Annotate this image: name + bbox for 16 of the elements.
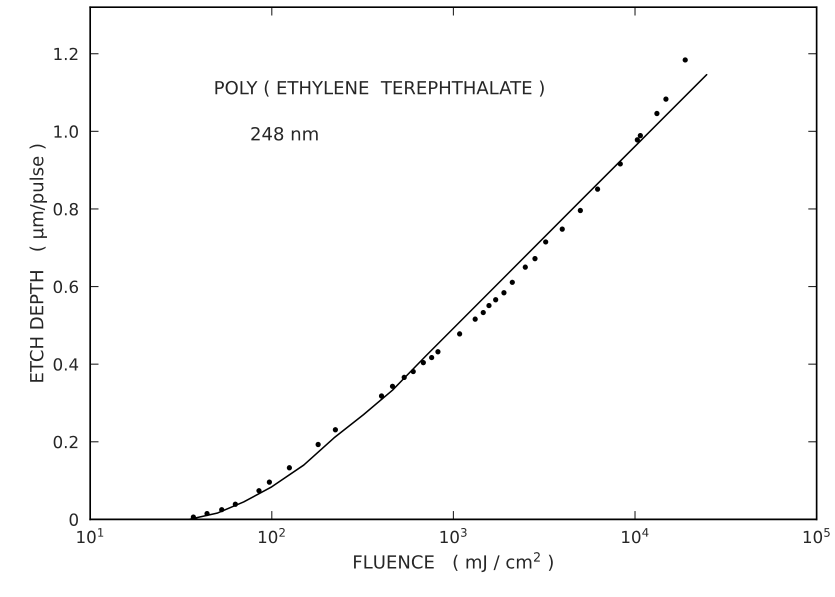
y-tick-label: 0.4 <box>54 358 78 371</box>
y-tick-label: 1.2 <box>54 48 78 60</box>
x-tick-label: 10$^{1}$ <box>77 528 104 544</box>
y-tick-label: 1.0 <box>54 125 78 138</box>
x-tick-label: 10$^{2}$ <box>258 528 285 544</box>
x-tick-label: 10$^{4}$ <box>622 528 648 544</box>
y-tick-label: 0 <box>70 513 78 526</box>
x-tick-label: 10$^{5}$ <box>804 528 830 544</box>
x-tick-label: 10$^{3}$ <box>440 528 467 544</box>
y-axis-title: ETCH DEPTH ( μm/pulse ) <box>30 144 48 382</box>
y-tick-label: 0.2 <box>54 436 78 448</box>
y-tick-label: 0.8 <box>54 202 78 216</box>
annotation: 248 nm <box>251 126 318 141</box>
x-axis-title: FLUENCE ( mJ / cm$^{2}$ ) <box>354 552 553 572</box>
y-tick-label: 0.6 <box>54 280 78 294</box>
annotation: POLY ( ETHYLENE TEREPHTHALATE ) <box>215 80 544 97</box>
